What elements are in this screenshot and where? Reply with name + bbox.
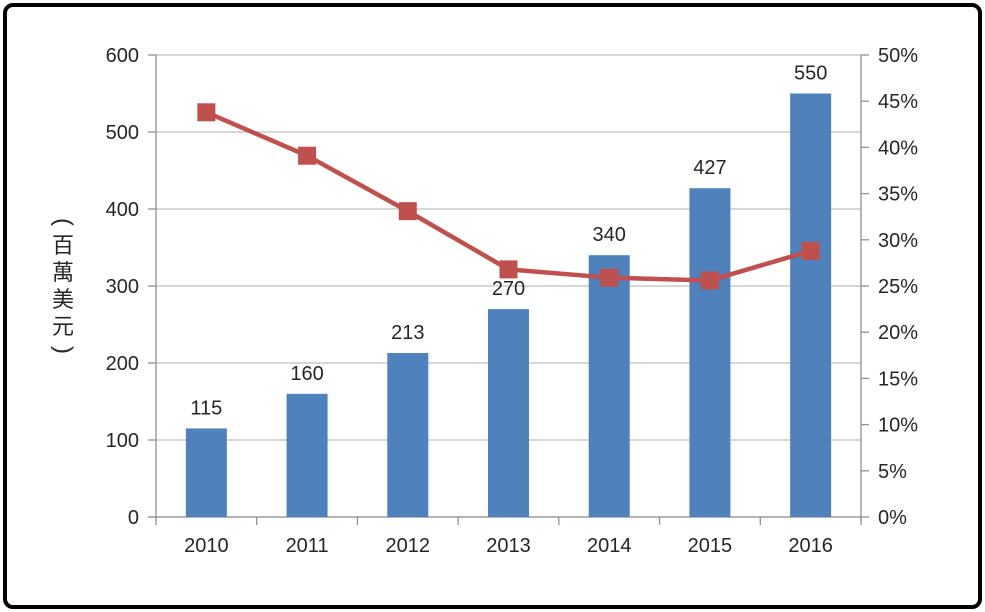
right-axis-tick-label: 0%	[878, 507, 907, 529]
bar-value-label: 427	[693, 157, 726, 179]
bar	[790, 93, 832, 517]
bar	[689, 188, 731, 517]
bar-value-label: 213	[391, 322, 424, 344]
x-axis-tick-label: 2015	[688, 535, 733, 557]
line-marker	[298, 146, 317, 165]
bar-value-label: 160	[290, 363, 323, 385]
right-axis-tick-label: 10%	[878, 415, 918, 437]
line-marker	[700, 271, 719, 290]
left-axis-tick-label: 400	[106, 199, 139, 221]
left-axis-tick-label: 500	[106, 122, 139, 144]
x-axis-tick-label: 2016	[788, 535, 833, 557]
x-axis-tick-label: 2012	[386, 535, 431, 557]
x-axis-tick-label: 2011	[286, 535, 329, 557]
bar	[588, 255, 630, 517]
axis-title-char: 百	[51, 233, 74, 258]
bar-value-label: 115	[190, 397, 222, 419]
left-axis-tick-label: 100	[106, 430, 139, 452]
line-marker	[398, 202, 417, 221]
line-marker	[499, 260, 518, 279]
right-axis-tick-label: 20%	[878, 322, 918, 344]
axis-title-paren: )	[50, 346, 77, 354]
right-axis-tick-label: 30%	[878, 230, 918, 252]
line-marker	[801, 241, 820, 260]
axis-title-char: 美	[51, 287, 74, 312]
left-axis-tick-label: 200	[106, 353, 139, 375]
bar	[286, 393, 328, 517]
left-axis-tick-label: 300	[106, 276, 139, 298]
x-axis-tick-label: 2014	[587, 535, 632, 557]
right-axis-tick-label: 40%	[878, 137, 918, 159]
axis-title-char: 萬	[51, 260, 74, 285]
right-axis-tick-label: 5%	[878, 461, 907, 483]
x-axis-tick-label: 2010	[184, 535, 229, 557]
bar	[387, 352, 429, 517]
x-axis-tick-label: 2013	[486, 535, 531, 557]
line-marker	[197, 103, 216, 122]
bar-value-label: 550	[794, 63, 827, 85]
bar-value-label: 270	[492, 278, 525, 300]
right-axis-tick-label: 25%	[878, 276, 918, 298]
axis-title-paren: (	[50, 218, 77, 226]
right-axis-tick-label: 35%	[878, 184, 918, 206]
left-axis-title: ( 百萬美元)	[46, 212, 80, 360]
bar	[488, 309, 529, 517]
right-axis-tick-label: 50%	[878, 45, 918, 67]
line-marker	[600, 268, 619, 287]
left-axis-tick-label: 600	[106, 45, 139, 67]
left-axis-tick-label: 0	[128, 507, 139, 529]
right-axis-tick-label: 15%	[878, 368, 918, 390]
right-axis-tick-label: 45%	[878, 91, 918, 113]
axis-title-char: 元	[51, 314, 74, 339]
bar-value-label: 340	[593, 224, 626, 246]
bar	[185, 428, 227, 517]
